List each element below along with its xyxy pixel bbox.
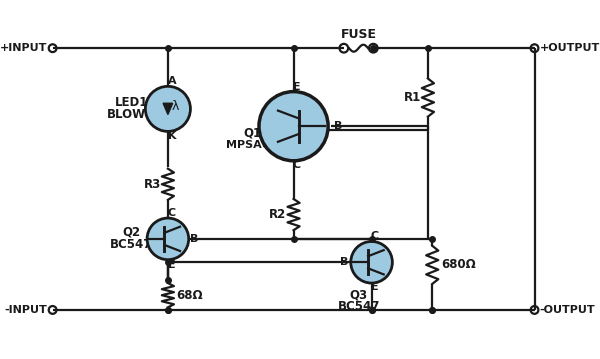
Text: BC547: BC547	[110, 238, 152, 251]
Text: C: C	[371, 231, 379, 241]
Ellipse shape	[259, 92, 328, 161]
Text: FUSE: FUSE	[341, 28, 377, 41]
Text: -OUTPUT: -OUTPUT	[540, 305, 595, 315]
Ellipse shape	[147, 218, 188, 260]
Text: B: B	[190, 234, 198, 244]
Text: B: B	[334, 121, 343, 131]
Text: -INPUT: -INPUT	[5, 305, 47, 315]
Text: C: C	[293, 160, 301, 170]
Text: E: E	[167, 260, 175, 270]
Text: λ: λ	[172, 100, 179, 113]
Text: 68Ω: 68Ω	[176, 289, 203, 302]
Text: +OUTPUT: +OUTPUT	[540, 43, 600, 53]
Ellipse shape	[145, 86, 190, 131]
Text: R2: R2	[269, 208, 287, 221]
Text: MPSA65: MPSA65	[226, 140, 278, 150]
Text: R1: R1	[404, 91, 421, 104]
Text: BC547: BC547	[337, 300, 380, 313]
Ellipse shape	[351, 242, 392, 283]
Text: B: B	[340, 257, 348, 267]
Text: A: A	[168, 76, 176, 86]
Text: C: C	[167, 208, 175, 218]
Text: 680Ω: 680Ω	[441, 258, 476, 271]
Text: Q2: Q2	[122, 225, 140, 238]
Text: R3: R3	[143, 178, 161, 191]
Polygon shape	[163, 103, 173, 115]
Text: LED1: LED1	[115, 96, 148, 109]
Text: BLOWN: BLOWN	[107, 108, 156, 121]
Text: Q1: Q1	[243, 127, 261, 140]
Text: +INPUT: +INPUT	[0, 43, 47, 53]
Text: Q3: Q3	[350, 289, 368, 302]
Text: K: K	[168, 131, 176, 141]
Text: E: E	[371, 283, 379, 292]
Text: E: E	[293, 82, 301, 92]
